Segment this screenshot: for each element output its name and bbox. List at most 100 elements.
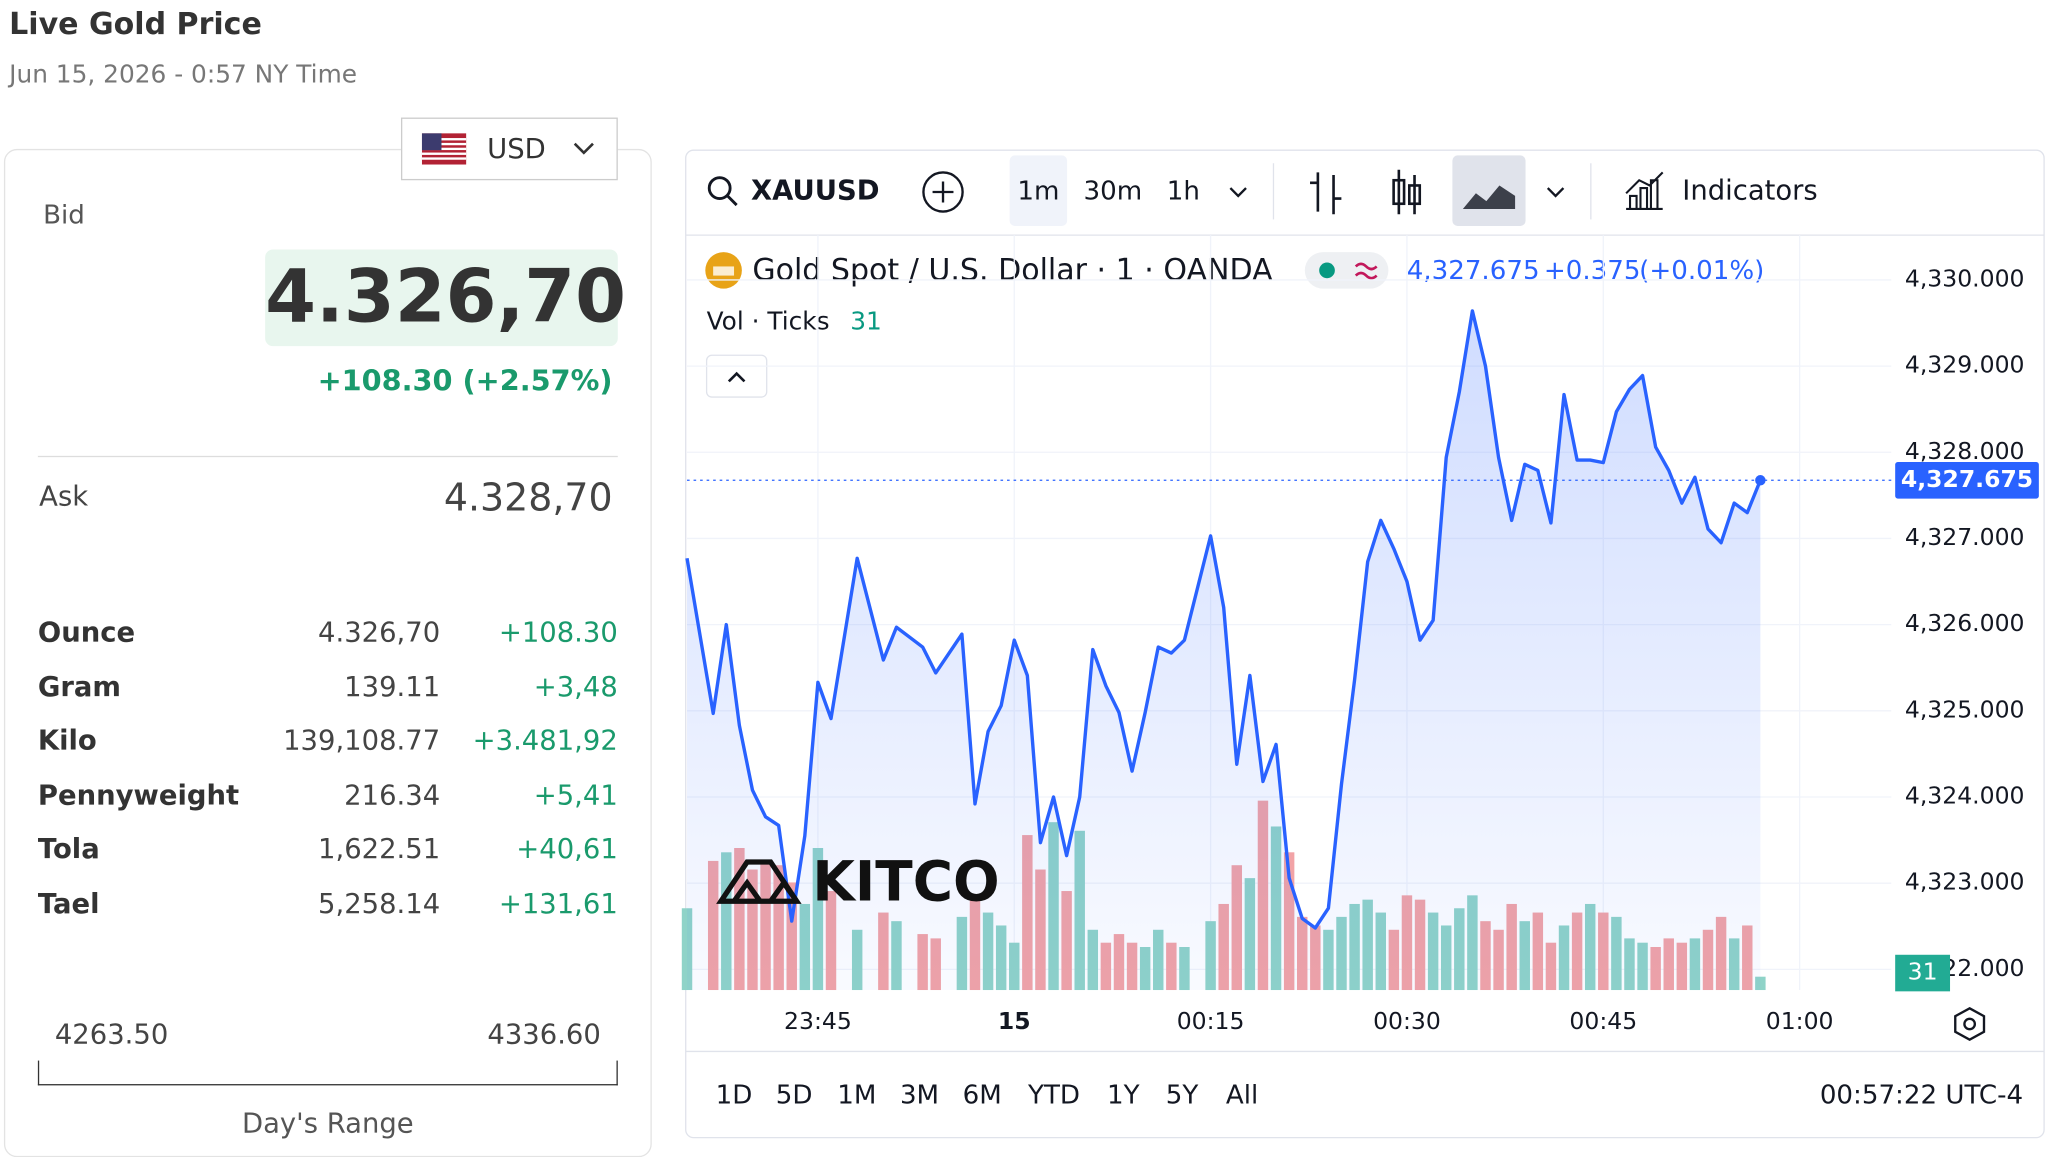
- clock: 00:57:22 UTC-4: [1820, 1080, 2023, 1110]
- page-title: Live Gold Price: [9, 7, 262, 42]
- range-button[interactable]: All: [1226, 1080, 1258, 1110]
- range-caption: Day's Range: [241, 1107, 414, 1139]
- range-button[interactable]: 1M: [837, 1080, 876, 1110]
- unit-name: Kilo: [37, 724, 97, 757]
- indicators-button[interactable]: Indicators: [1682, 175, 1817, 206]
- add-symbol[interactable]: [922, 171, 964, 213]
- y-tick-label: 4,325.000: [1905, 695, 2025, 723]
- legend-change-pct: (+0.01%): [1639, 256, 1764, 286]
- candle-icon[interactable]: [1397, 169, 1416, 215]
- unit-row: Gram 139.11 +3,48: [38, 671, 618, 710]
- unit-price: 5,258.14: [318, 887, 441, 919]
- flag-icon: [421, 133, 467, 165]
- unit-name: Ounce: [37, 616, 136, 648]
- unit-change: +108.30: [498, 616, 618, 648]
- unit-name: Tael: [37, 887, 100, 919]
- volume-legend: Vol · Ticks: [707, 307, 830, 336]
- search-icon[interactable]: [707, 176, 738, 207]
- chevron: [573, 142, 594, 155]
- y-tick-label: 4,324.000: [1905, 781, 2025, 809]
- candle-icon: [1392, 178, 1406, 206]
- x-tick-label: 15: [998, 1007, 1031, 1035]
- unit-name: Tola: [37, 833, 100, 865]
- y-tick-label: 4,327.000: [1905, 523, 2025, 551]
- bid-label: Bid: [43, 198, 85, 230]
- area-icon-bg[interactable]: [1452, 155, 1526, 226]
- interval[interactable]: 1m: [1017, 176, 1059, 206]
- interval[interactable]: 1h: [1167, 176, 1200, 206]
- unit-change: +3.481,92: [472, 724, 618, 757]
- candle-icon: [1407, 184, 1422, 206]
- range-bar: [37, 1060, 618, 1086]
- settings-icon[interactable]: [1954, 1006, 1986, 1042]
- last-point: [1755, 475, 1766, 486]
- volume-legend-value: 31: [850, 307, 882, 336]
- unit-price: 4.326,70: [318, 616, 441, 648]
- x-tick-label: 00:30: [1373, 1007, 1441, 1035]
- chevron[interactable]: [1546, 187, 1565, 198]
- unit-change: +40,61: [516, 833, 618, 865]
- range-high: 4336.60: [487, 1018, 601, 1051]
- unit-row: Ounce 4.326,70 +108.30: [38, 616, 618, 655]
- status-pill: [1304, 252, 1389, 289]
- unit-change: +131,61: [498, 887, 618, 919]
- area-icon: [1462, 185, 1516, 209]
- y-tick-label: 4,323.000: [1905, 868, 2025, 896]
- unit-name: Pennyweight: [37, 779, 240, 811]
- range-button[interactable]: 1D: [716, 1080, 753, 1110]
- status-icon: [1354, 262, 1378, 280]
- price-tag-label: 4,327.675: [1901, 465, 2033, 493]
- y-tick-label: 4,326.000: [1905, 609, 2025, 637]
- ask-label: Ask: [39, 480, 89, 512]
- bid-change: +108.30 (+2.57%): [317, 365, 613, 399]
- indicators-icon[interactable]: [1625, 171, 1664, 211]
- y-tick-label: 4,329.000: [1905, 351, 2025, 379]
- y-tick-label: 4,330.000: [1905, 264, 2025, 292]
- watermark: [716, 859, 802, 904]
- y-tick-label: 4,328.000: [1905, 437, 2025, 465]
- range-button[interactable]: YTD: [1027, 1080, 1080, 1110]
- range-low: 4263.50: [54, 1018, 169, 1051]
- unit-price: 139,108.77: [283, 724, 441, 757]
- bid-box: [265, 249, 618, 347]
- status-dot: [1319, 262, 1335, 279]
- active-interval-bg: [1009, 155, 1068, 226]
- range-button[interactable]: 3M: [900, 1080, 939, 1110]
- currency-label: USD: [487, 133, 546, 165]
- range-button[interactable]: 5D: [776, 1080, 813, 1110]
- range-button[interactable]: 1Y: [1107, 1080, 1140, 1110]
- watermark-text: KITCO: [812, 850, 999, 914]
- currency-select[interactable]: USD: [400, 117, 618, 181]
- volume-tag-label: 31: [1908, 958, 1938, 986]
- price-line: [685, 309, 1762, 930]
- unit-price: 139.11: [344, 670, 441, 703]
- unit-price: 1,622.51: [318, 833, 441, 865]
- legend-price: 4,327.675: [1407, 256, 1540, 286]
- symbol[interactable]: XAUUSD: [751, 175, 880, 206]
- timestamp: Jun 15, 2026 - 0:57 NY Time: [9, 60, 358, 89]
- unit-price: 216.34: [344, 779, 441, 811]
- range-button[interactable]: 5Y: [1166, 1080, 1199, 1110]
- unit-row: Pennyweight 216.34 +5,41: [38, 779, 618, 818]
- x-tick-label: 01:00: [1766, 1007, 1834, 1035]
- unit-change: +3,48: [533, 670, 618, 703]
- interval[interactable]: 30m: [1083, 176, 1142, 206]
- divider: [37, 455, 618, 458]
- x-tick-label: 00:15: [1177, 1007, 1245, 1035]
- price-tag: [1895, 461, 2039, 499]
- chevron[interactable]: [1229, 187, 1247, 198]
- unit-change: +5,41: [533, 779, 618, 811]
- symbol-logo: [713, 266, 735, 276]
- x-tick-label: 23:45: [784, 1007, 852, 1035]
- range-button[interactable]: 6M: [963, 1080, 1002, 1110]
- bar-chart-icon[interactable]: [1310, 172, 1342, 215]
- unit-row: Tola 1,622.51 +40,61: [38, 833, 618, 872]
- legend-title: Gold Spot / U.S. Dollar · 1 · OANDA: [752, 253, 1273, 288]
- bid-price: 4.326,70: [265, 254, 627, 340]
- collapse-button[interactable]: [705, 354, 768, 398]
- volume-tag: [1895, 954, 1951, 992]
- chevron: [727, 371, 746, 383]
